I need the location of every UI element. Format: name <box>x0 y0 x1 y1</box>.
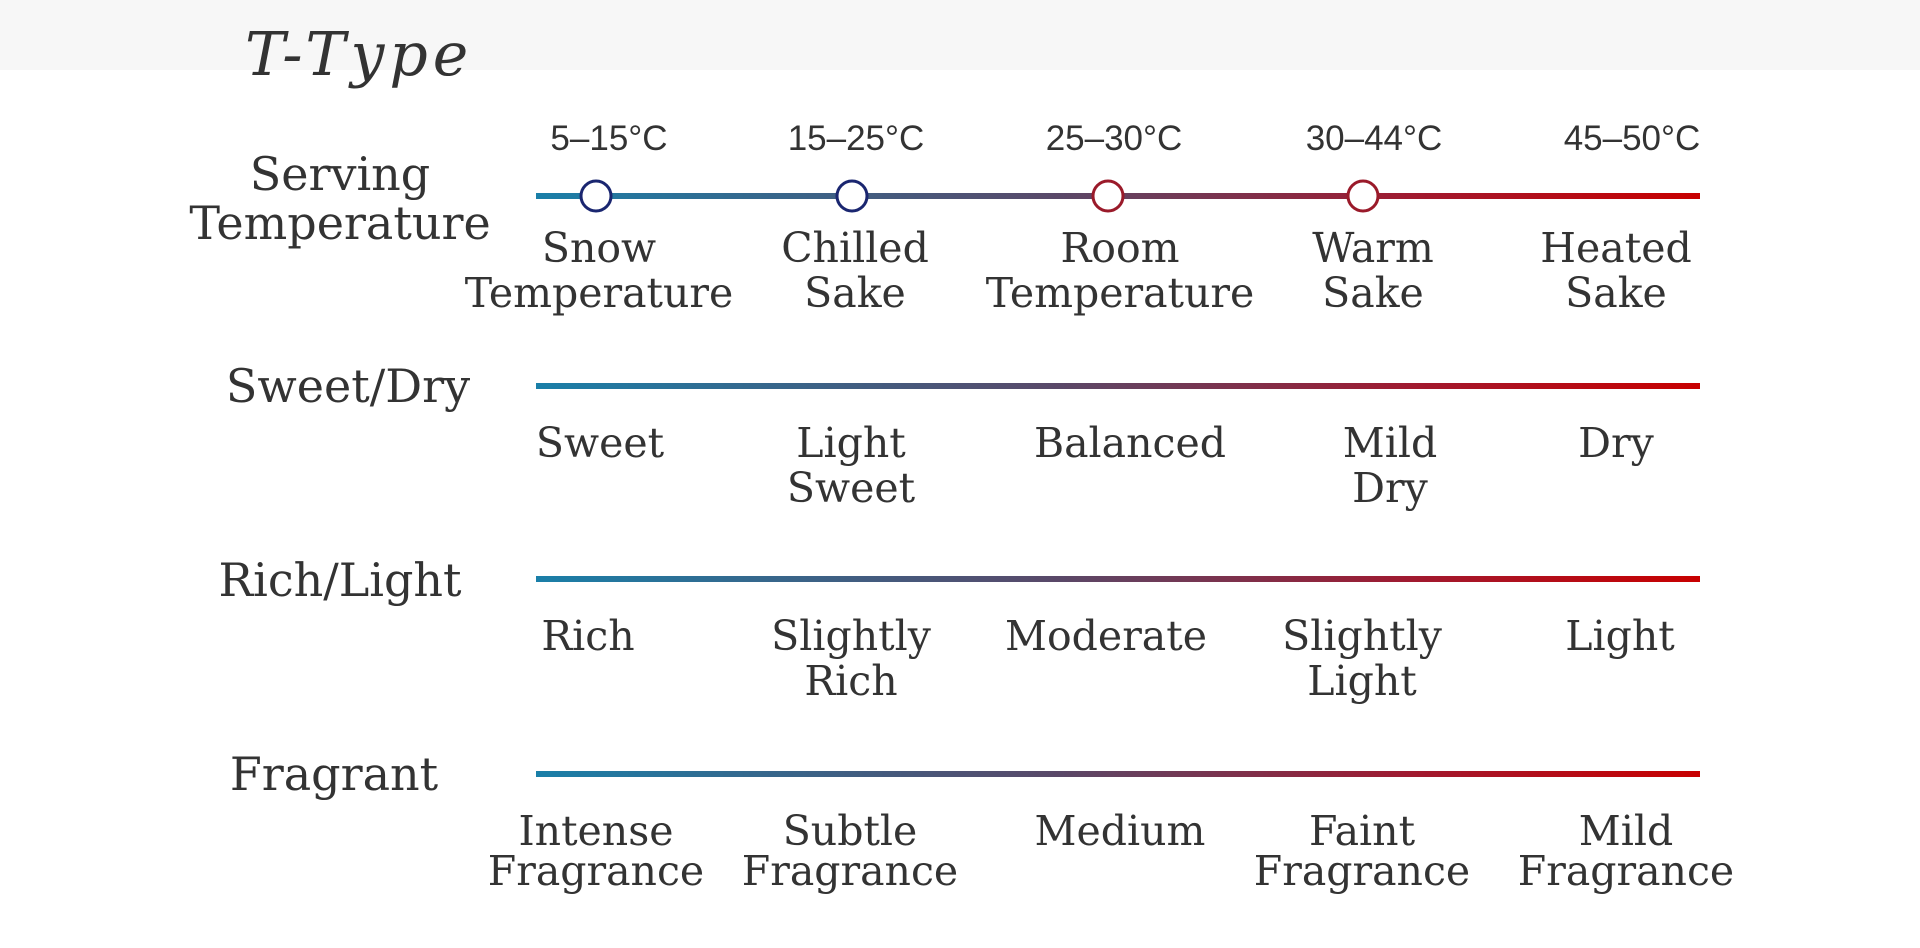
level-label: Sake <box>1565 269 1667 317</box>
row-label: Rich/Light <box>218 553 462 607</box>
marker <box>835 179 869 213</box>
marker <box>1091 179 1125 213</box>
temperature-label: 45–50°C <box>1564 119 1701 158</box>
level-label: Intense <box>518 807 673 855</box>
level-label: Mild <box>1579 807 1673 855</box>
temperature-label: 15–25°C <box>788 119 925 158</box>
level-label: Warm <box>1312 224 1434 272</box>
marker <box>579 179 613 213</box>
level-label: Faint <box>1309 807 1416 855</box>
level-label: Fragrance <box>488 847 704 895</box>
header-band <box>0 0 1920 70</box>
level-label: Light <box>796 419 906 467</box>
row-label: Sweet/Dry <box>226 359 470 413</box>
row-label: Serving <box>250 147 431 201</box>
level-label: Fragrance <box>742 847 958 895</box>
level-label: Fragrance <box>1518 847 1734 895</box>
level-label: Sweet <box>787 464 916 512</box>
level-label: Room <box>1060 224 1179 272</box>
level-label: Balanced <box>1034 419 1226 467</box>
level-label: Chilled <box>781 224 929 272</box>
level-label: Slightly <box>1282 612 1443 660</box>
level-label: Rich <box>804 657 897 705</box>
title: T-Type <box>245 20 473 90</box>
level-label: Sweet <box>536 419 665 467</box>
level-label: Fragrance <box>1254 847 1470 895</box>
level-label: Rich <box>541 612 634 660</box>
level-label: Dry <box>1578 419 1654 467</box>
marker <box>1346 179 1380 213</box>
row-label: Temperature <box>189 196 490 250</box>
level-label: Sake <box>1322 269 1424 317</box>
level-label: Slightly <box>771 612 932 660</box>
level-label: Dry <box>1352 464 1428 512</box>
level-label: Heated <box>1540 224 1691 272</box>
level-label: Light <box>1307 657 1417 705</box>
level-label: Temperature <box>465 269 734 317</box>
level-label: Medium <box>1035 807 1206 855</box>
level-label: Temperature <box>986 269 1255 317</box>
temperature-label: 25–30°C <box>1046 119 1183 158</box>
level-label: Moderate <box>1005 612 1207 660</box>
row-label: Fragrant <box>230 747 439 801</box>
level-label: Mild <box>1343 419 1437 467</box>
temperature-label: 5–15°C <box>550 119 667 158</box>
level-label: Subtle <box>783 807 918 855</box>
level-label: Snow <box>542 224 656 272</box>
temperature-label: 30–44°C <box>1306 119 1443 158</box>
level-label: Sake <box>804 269 906 317</box>
level-label: Light <box>1565 612 1675 660</box>
